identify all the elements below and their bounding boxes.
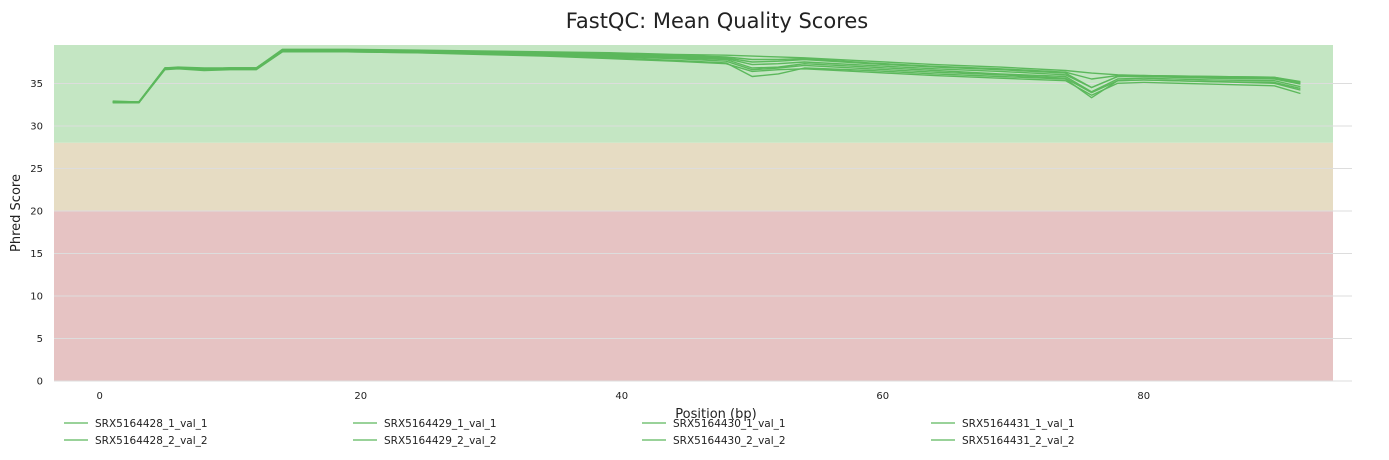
series-line-SRX5164431_1_val_1[interactable] (112, 49, 1301, 103)
y-tick-label: 0 (37, 377, 43, 388)
legend-item[interactable]: SRX5164431_2_val_2 (931, 435, 1075, 447)
x-axis-label: Position (bp) (675, 407, 756, 422)
y-tick-label: 35 (30, 79, 43, 90)
legend-label: SRX5164430_1_val_1 (673, 418, 786, 430)
legend: SRX5164428_1_val_1 SRX5164428_2_val_2 SRX5… (64, 418, 1075, 447)
legend-label: SRX5164429_1_val_1 (384, 418, 497, 430)
legend-item[interactable]: SRX5164431_1_val_1 (931, 418, 1075, 430)
x-tick-label: 20 (354, 391, 367, 402)
legend-label: SRX5164429_2_val_2 (384, 435, 497, 447)
legend-item[interactable]: SRX5164430_2_val_2 (642, 435, 786, 447)
y-tick-label: 30 (30, 121, 43, 132)
legend-label: SRX5164428_2_val_2 (95, 435, 208, 447)
legend-item[interactable]: SRX5164429_2_val_2 (353, 435, 497, 447)
legend-item[interactable]: SRX5164430_1_val_1 (642, 418, 786, 430)
legend-item[interactable]: SRX5164428_2_val_2 (64, 435, 208, 447)
legend-label: SRX5164428_1_val_1 (95, 418, 208, 430)
legend-label: SRX5164430_2_val_2 (673, 435, 786, 447)
quality-bands (54, 45, 1333, 381)
y-tick-label: 15 (30, 249, 43, 260)
legend-label: SRX5164431_1_val_1 (962, 418, 1075, 430)
y-tick-label: 5 (37, 334, 43, 345)
x-tick-label: 80 (1137, 391, 1150, 402)
x-tick-label: 60 (876, 391, 889, 402)
quality-band-1 (54, 142, 1333, 211)
chart-title: FastQC: Mean Quality Scores (566, 9, 869, 33)
y-axis-ticks: 0 5 10 15 20 25 30 35 (30, 79, 43, 388)
y-tick-label: 10 (30, 291, 43, 302)
series-line-SRX5164430_2_val_2[interactable] (112, 51, 1301, 104)
y-axis-label: Phred Score (9, 174, 24, 252)
legend-item[interactable]: SRX5164429_1_val_1 (353, 418, 497, 430)
x-axis-ticks: 0 20 40 60 80 (96, 391, 1150, 402)
legend-label: SRX5164431_2_val_2 (962, 435, 1075, 447)
y-tick-label: 25 (30, 164, 43, 175)
x-tick-label: 0 (96, 391, 102, 402)
legend-item[interactable]: SRX5164428_1_val_1 (64, 418, 208, 430)
x-tick-label: 40 (615, 391, 628, 402)
series-line-SRX5164431_2_val_2[interactable] (112, 50, 1301, 104)
y-tick-label: 20 (30, 206, 43, 217)
series-lines (112, 48, 1301, 104)
